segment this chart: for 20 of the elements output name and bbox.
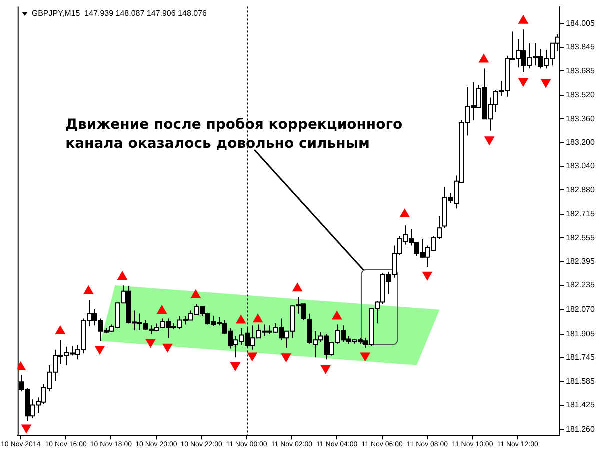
y-tick-label: 181.585	[566, 376, 596, 386]
y-tick-label: 182.235	[566, 280, 596, 290]
y-tick-label: 183.360	[566, 114, 596, 124]
annotation: Движение после пробоя коррекционного канала оказалось довольно сильным	[66, 116, 404, 154]
y-tick-label: 181.745	[566, 353, 596, 362]
y-tick-label: 183.200	[566, 138, 596, 148]
y-tick-label: 182.070	[566, 305, 596, 314]
y-tick-label: 183.040	[566, 162, 596, 171]
y-tick-label: 183.845	[566, 42, 596, 52]
y-tick-label: 182.555	[566, 233, 596, 242]
y-tick-label: 181.260	[566, 424, 596, 434]
y-tick-label: 183.685	[566, 66, 596, 76]
y-tick-label: 182.715	[566, 210, 596, 219]
y-tick-label: 182.880	[566, 185, 596, 194]
y-tick-label: 182.395	[566, 257, 596, 266]
y-tick-label: 183.520	[566, 90, 596, 100]
y-tick-label: 181.425	[566, 400, 596, 410]
chart-title: GBPJPY,M15 147.939 148.087 147.906 148.076	[32, 9, 208, 18]
y-tick-label: 181.905	[566, 330, 596, 339]
y-tick-label: 184.005	[566, 19, 596, 28]
